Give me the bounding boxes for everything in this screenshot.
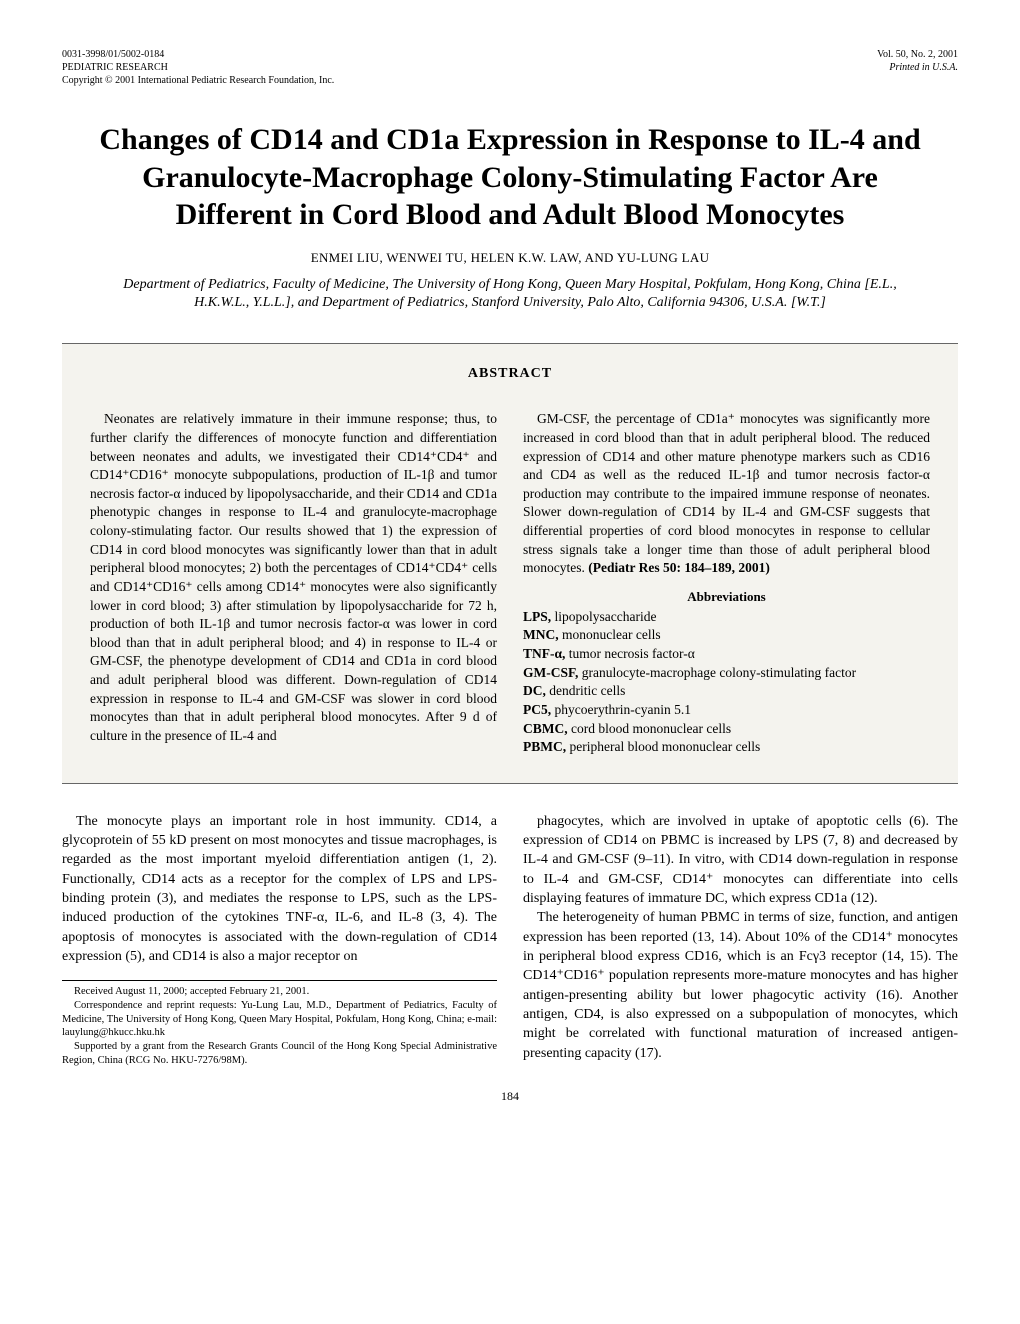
abbrev-item: GM-CSF, granulocyte-macrophage colony-st…: [523, 664, 930, 683]
body-left-p1: The monocyte plays an important role in …: [62, 812, 497, 967]
abstract-heading: ABSTRACT: [62, 366, 958, 382]
abbrev-key: MNC,: [523, 627, 559, 642]
abbrev-key: GM-CSF,: [523, 665, 578, 680]
abbrev-value: dendritic cells: [546, 683, 625, 698]
body-right-column: phagocytes, which are involved in uptake…: [523, 812, 958, 1067]
page-number: 184: [62, 1089, 958, 1104]
abstract-right-text: GM-CSF, the percentage of CD1a⁺ monocyte…: [523, 411, 930, 575]
footnote-correspondence: Correspondence and reprint requests: Yu-…: [62, 999, 497, 1040]
abstract-text-left: Neonates are relatively immature in thei…: [90, 410, 497, 745]
journal-header: 0031-3998/01/5002-0184 PEDIATRIC RESEARC…: [62, 48, 958, 87]
abstract-citation: (Pediatr Res 50: 184–189, 2001): [588, 560, 770, 575]
printed-in-text: Printed in U.S.A.: [889, 62, 958, 73]
abbrev-item: CBMC, cord blood mononuclear cells: [523, 720, 930, 739]
abbrev-item: MNC, mononuclear cells: [523, 626, 930, 645]
abbrev-key: DC,: [523, 683, 546, 698]
abbreviations-list: LPS, lipopolysaccharide MNC, mononuclear…: [523, 608, 930, 757]
abbrev-item: PBMC, peripheral blood mononuclear cells: [523, 738, 930, 757]
body-right-p1: phagocytes, which are involved in uptake…: [523, 812, 958, 909]
abbrev-value: granulocyte-macrophage colony-stimulatin…: [578, 665, 856, 680]
body-right-p2: The heterogeneity of human PBMC in terms…: [523, 908, 958, 1063]
abbrev-key: PBMC,: [523, 739, 566, 754]
abbrev-value: peripheral blood mononuclear cells: [566, 739, 760, 754]
abbrev-item: DC, dendritic cells: [523, 682, 930, 701]
footnote-support: Supported by a grant from the Research G…: [62, 1040, 497, 1067]
article-title: Changes of CD14 and CD1a Expression in R…: [92, 121, 928, 234]
abstract-columns: Neonates are relatively immature in thei…: [62, 410, 958, 757]
abbrev-item: TNF-α, tumor necrosis factor-α: [523, 645, 930, 664]
abbrev-value: lipopolysaccharide: [551, 609, 656, 624]
footnote-received: Received August 11, 2000; accepted Febru…: [62, 985, 497, 999]
abbrev-value: tumor necrosis factor-α: [565, 646, 694, 661]
abbrev-key: CBMC,: [523, 721, 568, 736]
abbrev-item: LPS, lipopolysaccharide: [523, 608, 930, 627]
author-list: ENMEI LIU, WENWEI TU, HELEN K.W. LAW, AN…: [62, 250, 958, 266]
header-id: 0031-3998/01/5002-0184: [62, 48, 334, 61]
header-left: 0031-3998/01/5002-0184 PEDIATRIC RESEARC…: [62, 48, 334, 87]
abbrev-value: phycoerythrin-cyanin 5.1: [551, 702, 691, 717]
affiliation: Department of Pediatrics, Faculty of Med…: [122, 276, 898, 314]
abbrev-key: LPS,: [523, 609, 551, 624]
body-columns: The monocyte plays an important role in …: [62, 812, 958, 1067]
header-right: Vol. 50, No. 2, 2001 Printed in U.S.A.: [877, 48, 958, 87]
abbrev-key: TNF-α,: [523, 646, 565, 661]
volume-issue: Vol. 50, No. 2, 2001: [877, 48, 958, 61]
abstract-right-column: GM-CSF, the percentage of CD1a⁺ monocyte…: [523, 410, 930, 757]
journal-name: PEDIATRIC RESEARCH: [62, 61, 334, 74]
printed-in: Printed in U.S.A.: [877, 61, 958, 74]
body-left-column: The monocyte plays an important role in …: [62, 812, 497, 1067]
abbrev-key: PC5,: [523, 702, 551, 717]
abstract-block: ABSTRACT Neonates are relatively immatur…: [62, 343, 958, 784]
abbrev-value: mononuclear cells: [559, 627, 661, 642]
abstract-text-right: GM-CSF, the percentage of CD1a⁺ monocyte…: [523, 410, 930, 578]
abbreviations-heading: Abbreviations: [523, 588, 930, 606]
abbrev-item: PC5, phycoerythrin-cyanin 5.1: [523, 701, 930, 720]
abbrev-value: cord blood mononuclear cells: [568, 721, 731, 736]
footnotes: Received August 11, 2000; accepted Febru…: [62, 980, 497, 1067]
copyright-line: Copyright © 2001 International Pediatric…: [62, 74, 334, 87]
abstract-left-column: Neonates are relatively immature in thei…: [90, 410, 497, 757]
